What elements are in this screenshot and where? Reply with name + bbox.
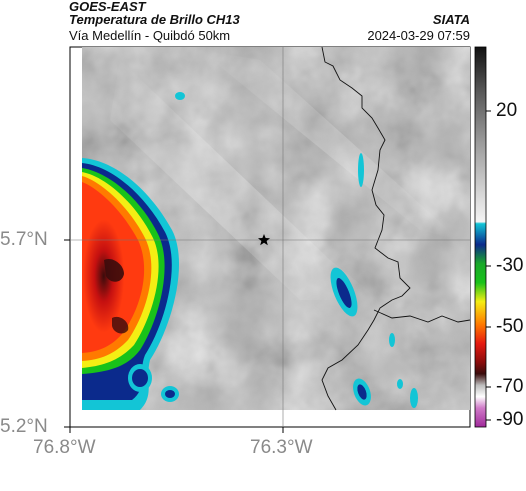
- colorbar-tick-label: 20: [496, 100, 518, 121]
- source-label: SIATA: [432, 12, 470, 27]
- colorbar-tick-label: -30: [496, 255, 524, 276]
- boundary-line-2: [373, 309, 470, 323]
- storm-cell: [82, 158, 180, 410]
- map-subtitle: Vía Medellín - Quibdó 50km: [69, 28, 231, 43]
- title-line-2: Temperatura de Brillo CH13: [69, 12, 240, 27]
- title-line-1: GOES-EAST: [69, 0, 146, 14]
- lat-tick-label: 5.7°N: [0, 229, 48, 250]
- colorbar-tick-label: -50: [496, 316, 524, 337]
- timestamp-label: 2024-03-29 07:59: [367, 28, 470, 43]
- colorbar-tick-label: -70: [496, 376, 524, 397]
- cold-spots: [175, 92, 418, 408]
- lon-tick-label: 76.3°W: [250, 437, 313, 458]
- lat-tick-label: 5.2°N: [0, 416, 48, 437]
- star-icon: [258, 234, 270, 246]
- colorbar: [474, 46, 491, 428]
- boundary-line: [321, 47, 411, 411]
- axis-ticks: [64, 239, 284, 433]
- colorbar-tick-label: -90: [496, 409, 524, 430]
- lon-tick-label: 76.8°W: [33, 437, 96, 458]
